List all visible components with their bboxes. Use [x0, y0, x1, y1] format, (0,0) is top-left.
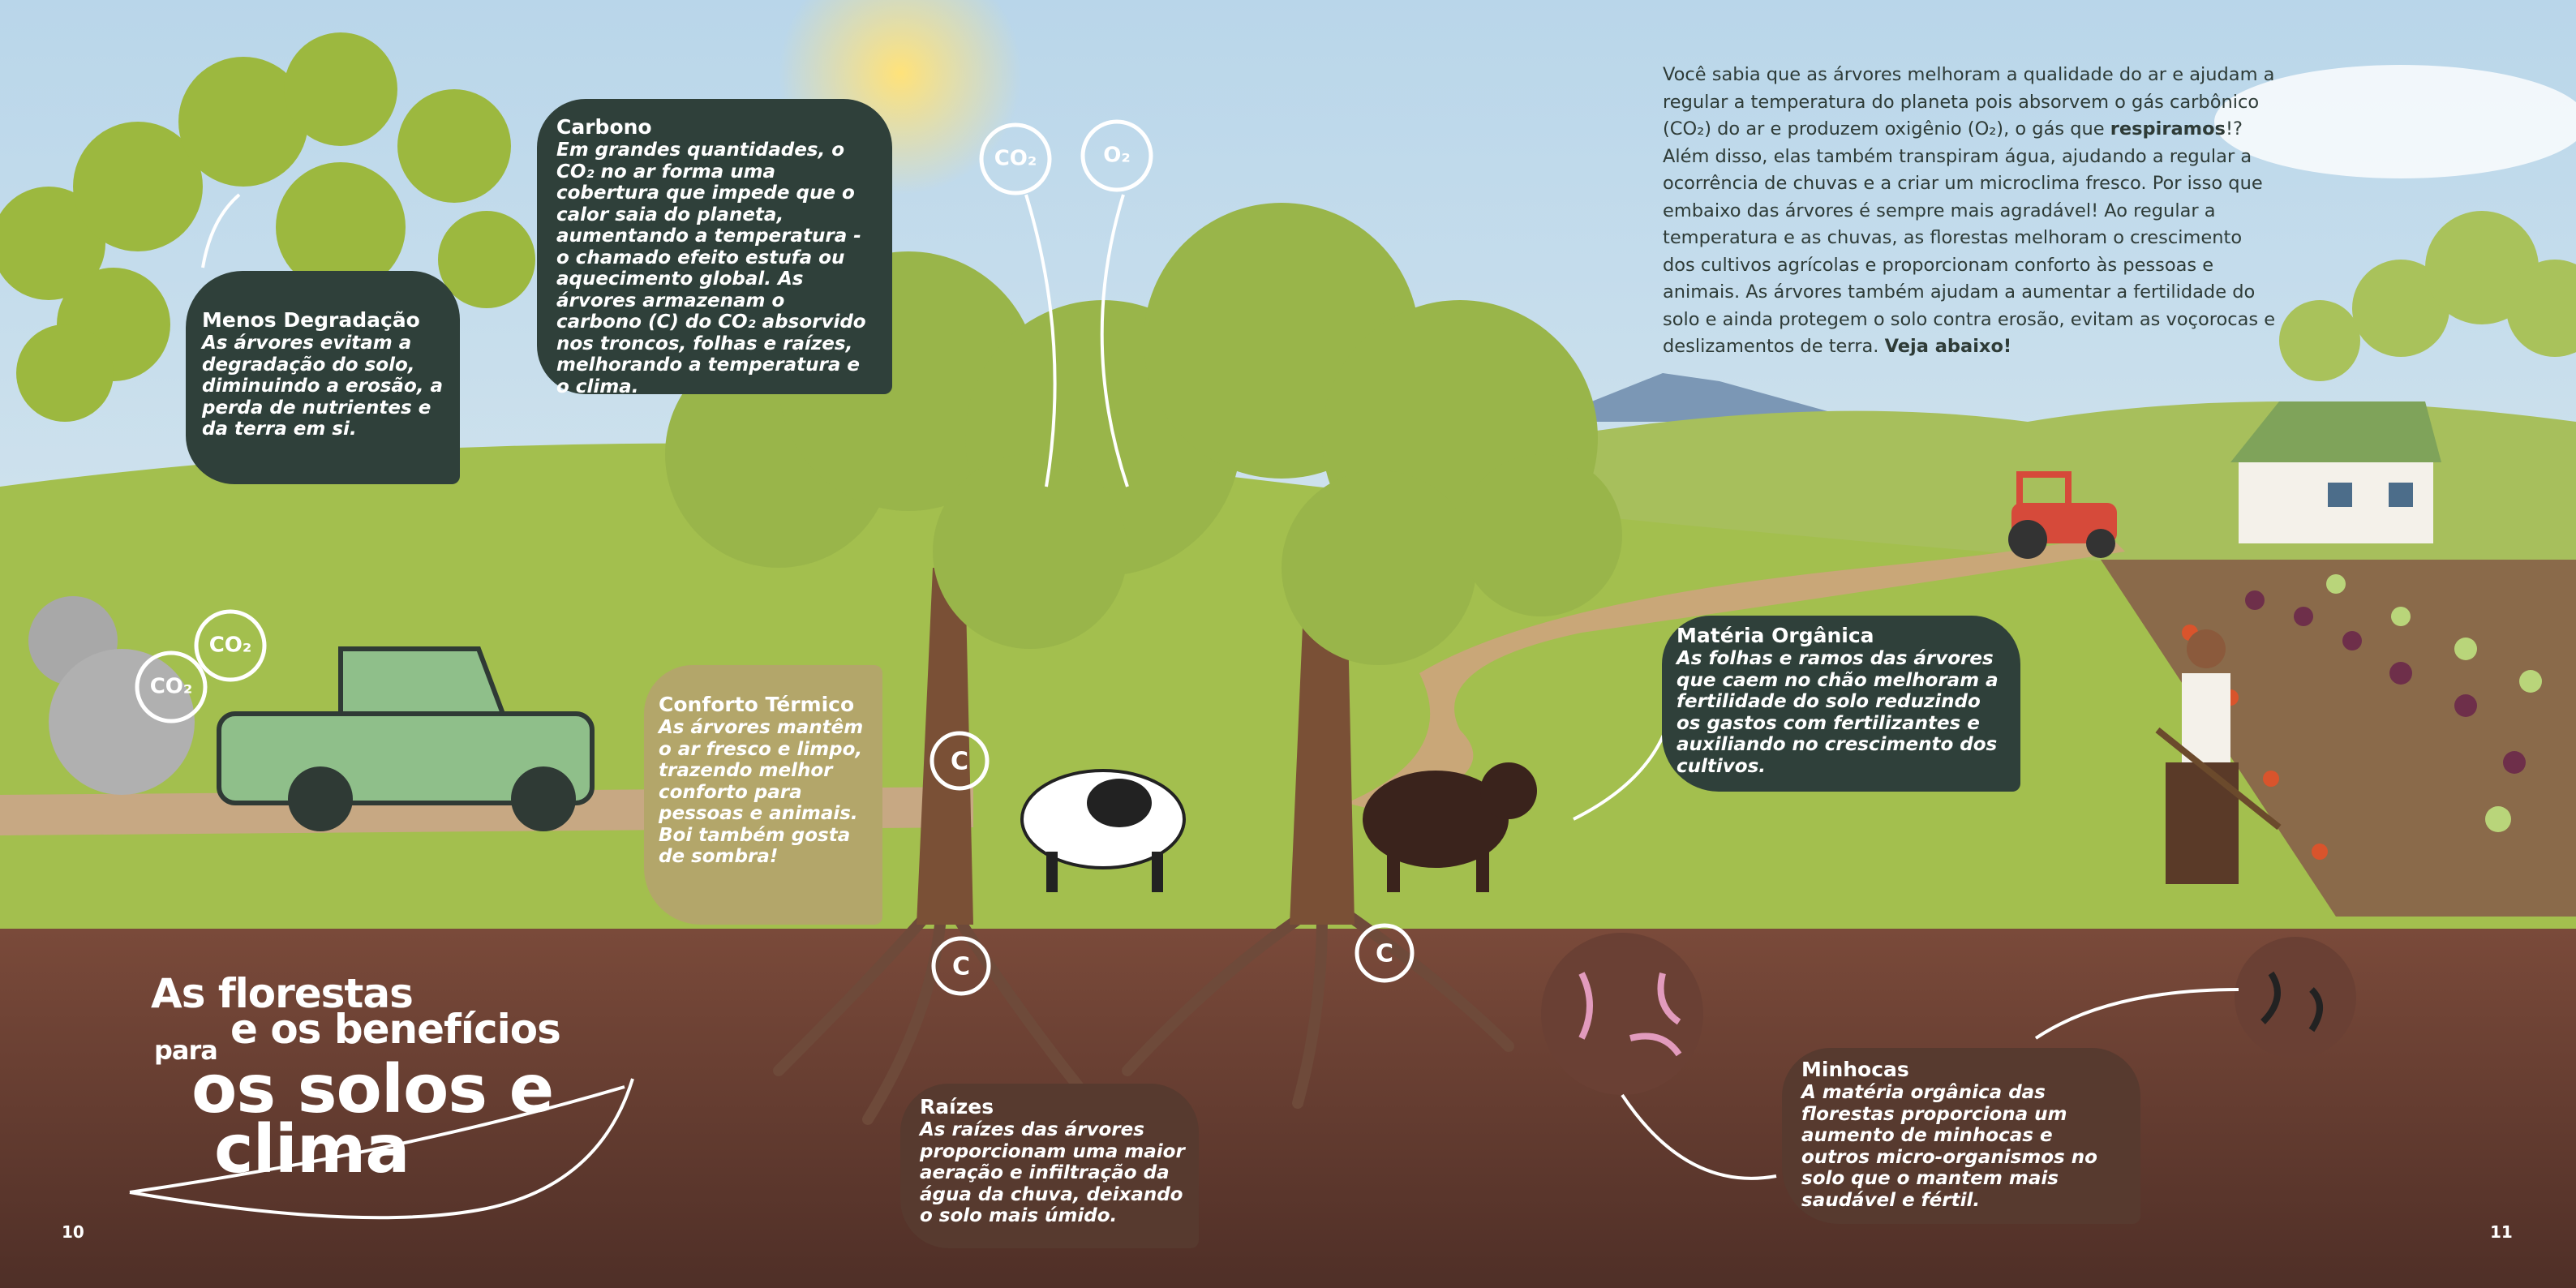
info-box: Raízes As raízes das árvores proporciona… [900, 1084, 1199, 1248]
carbon-label: C [1376, 940, 1393, 968]
box-text: As raízes das árvores proporcionam uma m… [920, 1119, 1186, 1227]
box-text: As árvores evitam a degradação do solo, … [202, 333, 447, 440]
intro-bold: Veja abaixo! [1885, 336, 2012, 357]
box-title: Carbono [556, 115, 874, 140]
box-text: As árvores mantêm o ar fresco e limpo, t… [659, 717, 868, 868]
page-number: 11 [2490, 1222, 2513, 1242]
box-title: Menos Degradação [202, 308, 447, 333]
house [2230, 401, 2441, 543]
info-box: Menos Degradação As árvores evitam a deg… [186, 271, 460, 484]
box-title: Raízes [920, 1095, 1186, 1119]
box-text: A matéria orgânica das florestas proporc… [1801, 1082, 2126, 1211]
carbon-label: C [952, 953, 970, 981]
info-box: Minhocas A matéria orgânica das floresta… [1782, 1048, 2140, 1224]
box-text: As folhas e ramos das árvores que caem n… [1677, 648, 2004, 777]
page-number: 10 [62, 1222, 84, 1242]
headline: e os benefícios [230, 1006, 560, 1053]
info-box: Conforto Térmico As árvores mantêm o ar … [644, 665, 882, 925]
co2-label: CO₂ [150, 675, 193, 699]
intro-part: !? Além disso, elas também transpiram ág… [1663, 118, 2275, 357]
info-box: Carbono Em grandes quantidades, o CO₂ no… [537, 99, 892, 394]
o2-label: O₂ [1103, 144, 1131, 168]
headline: clima [214, 1111, 410, 1188]
carbon-label: C [951, 748, 968, 776]
box-title: Matéria Orgânica [1677, 624, 2004, 648]
intro-text: Você sabia que as árvores melhoram a qua… [1663, 62, 2279, 361]
box-title: Conforto Térmico [659, 693, 868, 717]
info-box: Matéria Orgânica As folhas e ramos das á… [1662, 616, 2020, 792]
box-text: Em grandes quantidades, o CO₂ no ar form… [556, 140, 874, 397]
co2-label: CO₂ [209, 633, 252, 658]
intro-bold: respiramos [2110, 118, 2226, 140]
page: CO₂ O₂ CO₂ CO₂ C C C Você sabia que as á… [0, 0, 2576, 1288]
box-title: Minhocas [1801, 1058, 2126, 1082]
co2-label: CO₂ [994, 147, 1037, 171]
